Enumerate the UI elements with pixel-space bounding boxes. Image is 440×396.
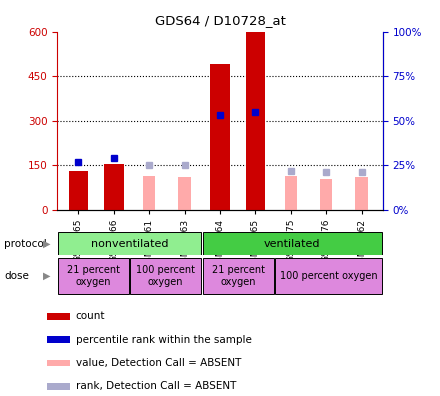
Text: 100 percent
oxygen: 100 percent oxygen — [136, 265, 195, 287]
Text: nonventilated: nonventilated — [91, 238, 169, 249]
Text: GDS64 / D10728_at: GDS64 / D10728_at — [154, 14, 286, 27]
Bar — [246, 32, 265, 210]
Bar — [356, 177, 368, 210]
Text: count: count — [76, 311, 105, 322]
Text: 21 percent
oxygen: 21 percent oxygen — [212, 265, 264, 287]
Bar — [285, 176, 297, 210]
Bar — [58, 258, 129, 294]
Text: ▶: ▶ — [43, 271, 51, 281]
Bar — [203, 232, 382, 255]
Bar — [58, 232, 201, 255]
Text: 100 percent oxygen: 100 percent oxygen — [280, 271, 378, 281]
Bar — [48, 313, 70, 320]
Bar — [320, 179, 332, 210]
Text: rank, Detection Call = ABSENT: rank, Detection Call = ABSENT — [76, 381, 236, 391]
Bar — [178, 177, 191, 210]
Text: dose: dose — [4, 271, 29, 281]
Bar — [48, 336, 70, 343]
Bar — [203, 258, 274, 294]
Text: value, Detection Call = ABSENT: value, Detection Call = ABSENT — [76, 358, 241, 368]
Text: percentile rank within the sample: percentile rank within the sample — [76, 335, 252, 345]
Bar — [69, 171, 88, 210]
Bar — [48, 383, 70, 390]
Bar — [275, 258, 382, 294]
Bar — [48, 360, 70, 366]
Text: 21 percent
oxygen: 21 percent oxygen — [67, 265, 120, 287]
Bar — [104, 164, 124, 210]
Text: protocol: protocol — [4, 238, 47, 249]
Bar — [130, 258, 201, 294]
Text: ▶: ▶ — [43, 238, 51, 249]
Bar — [210, 64, 230, 210]
Text: ventilated: ventilated — [264, 238, 321, 249]
Bar — [143, 176, 155, 210]
